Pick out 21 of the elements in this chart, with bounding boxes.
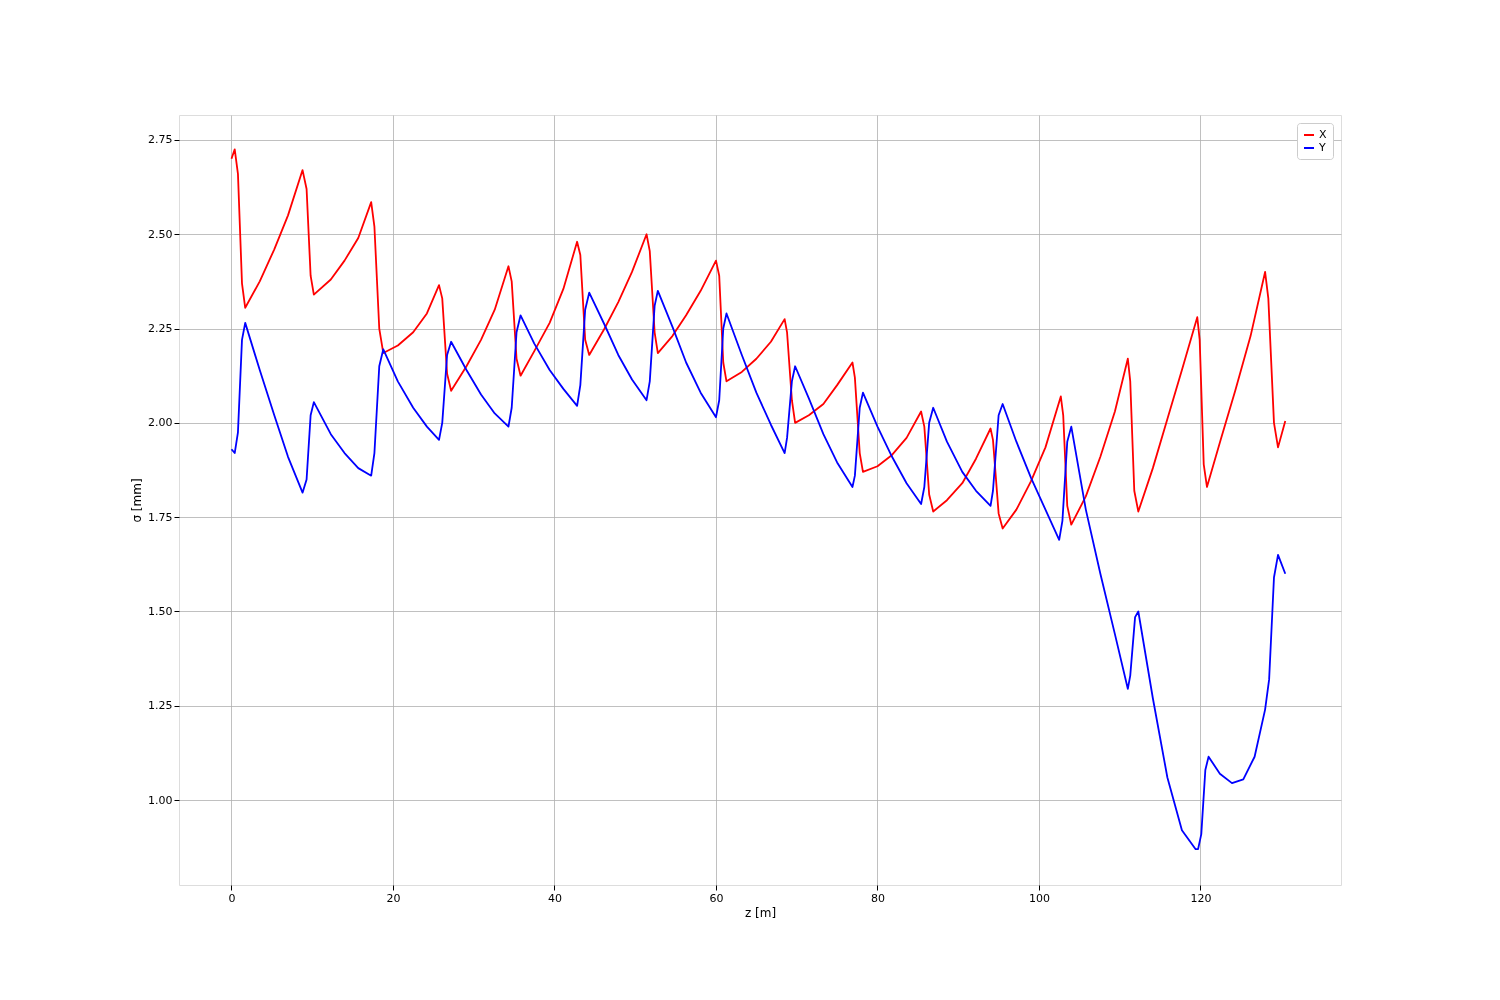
- x-tick-label: 120: [1190, 891, 1212, 905]
- x-tick-label: 40: [547, 891, 562, 905]
- y-axis-title: σ [mm]: [130, 478, 145, 523]
- x-tick-label: 100: [1028, 891, 1050, 905]
- y-tick-label: 2.25: [148, 322, 173, 336]
- line-series: [230, 289, 1287, 851]
- y-tick-label: 1.00: [148, 793, 173, 807]
- y-tick-label: 1.25: [148, 699, 173, 713]
- x-axis-title: z [m]: [744, 905, 777, 920]
- x-tick-label: 20: [386, 891, 401, 905]
- y-tick-label: 1.50: [148, 604, 173, 618]
- x-tick-label: 0: [228, 891, 236, 905]
- y-tick-label: 2.00: [148, 416, 173, 430]
- y-tick-label: 2.75: [148, 133, 173, 147]
- legend-label: X: [1319, 128, 1327, 141]
- x-tick-label: 80: [870, 891, 885, 905]
- x-tick-label: 60: [709, 891, 724, 905]
- line-series: [230, 148, 1287, 530]
- legend-label: Y: [1318, 141, 1326, 154]
- y-tick-label: 1.75: [148, 510, 173, 524]
- y-tick-label: 2.50: [148, 227, 173, 241]
